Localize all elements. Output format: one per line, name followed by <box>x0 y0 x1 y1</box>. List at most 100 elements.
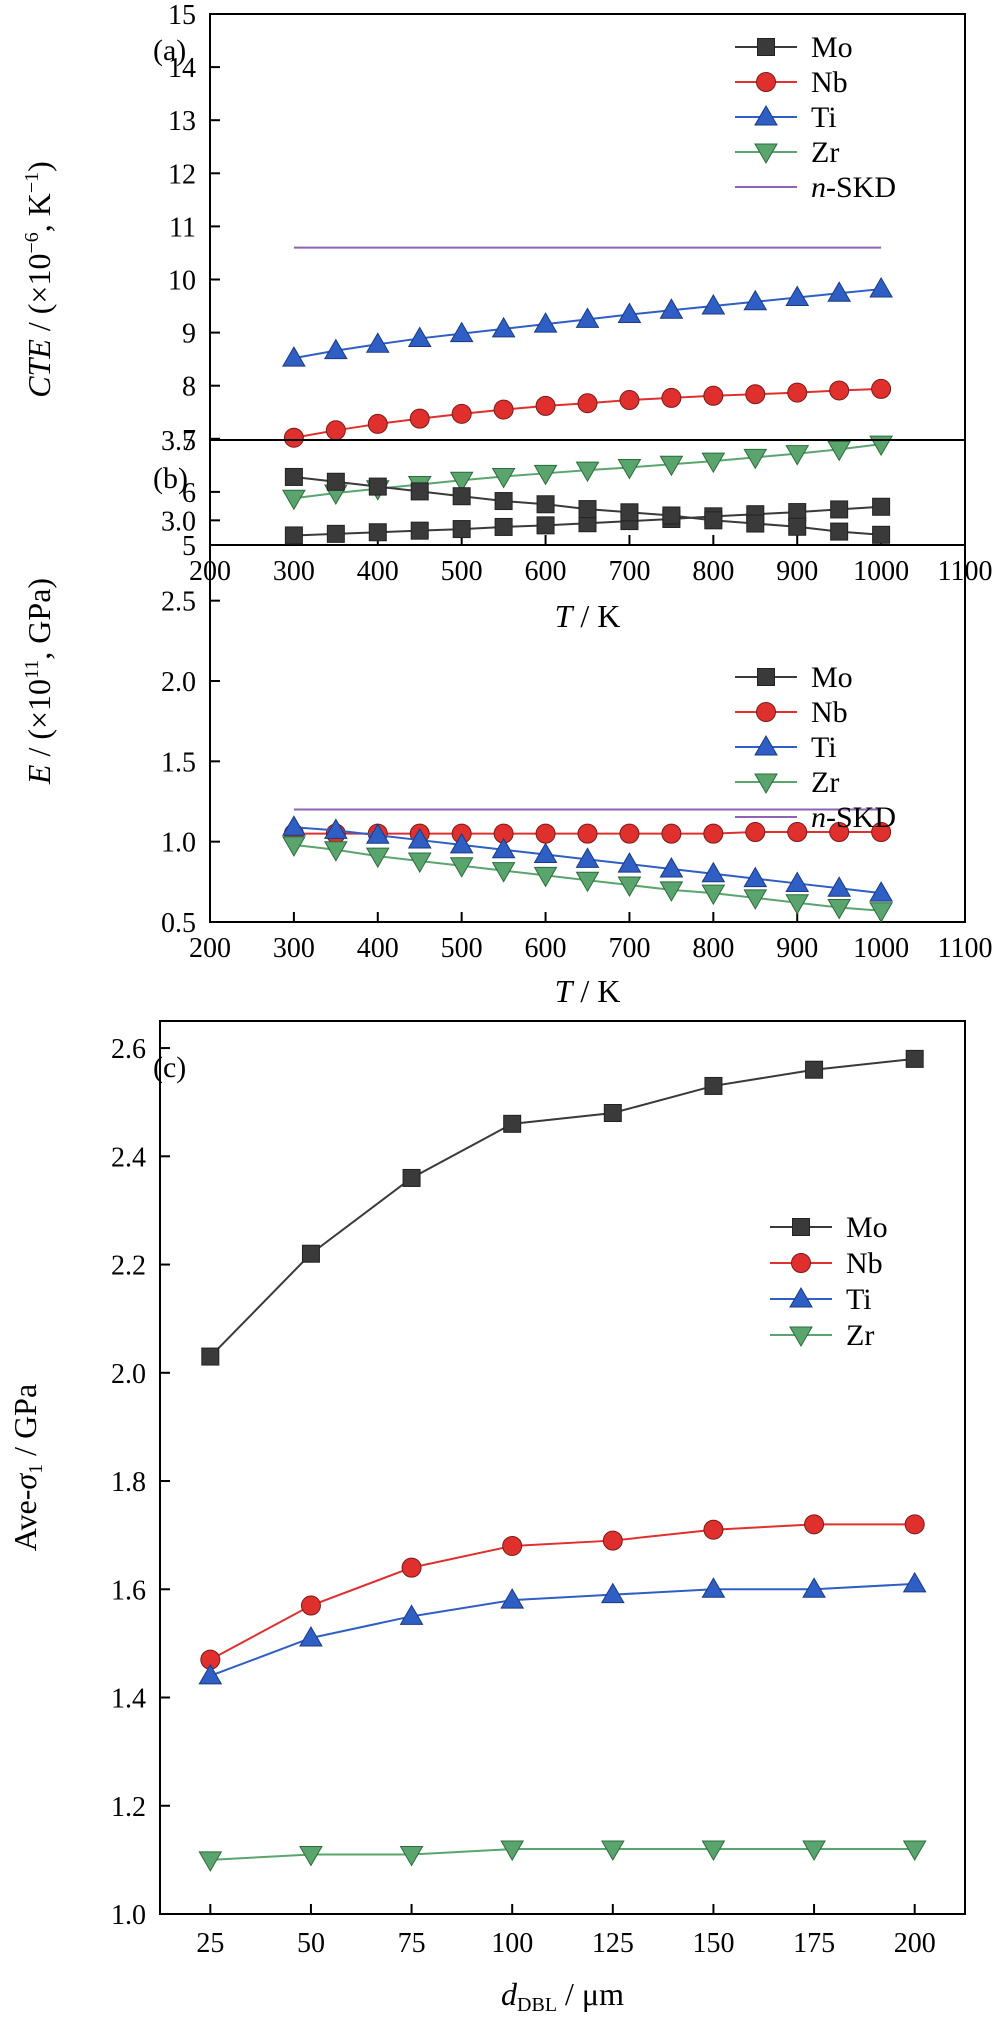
data-point-ti <box>407 828 432 849</box>
data-point-nb <box>325 420 346 441</box>
data-point-nb <box>367 413 388 434</box>
legend-marker-nb <box>756 702 776 722</box>
data-point-ti <box>701 1577 726 1598</box>
legend-label-zr: Zr <box>846 1319 874 1352</box>
y-tick-label: 1.0 <box>161 828 196 859</box>
data-point-ti <box>399 1604 424 1625</box>
data-point-zr <box>407 852 432 873</box>
data-point-mo <box>452 520 471 539</box>
data-point-ti <box>701 294 726 315</box>
x-tick-label: 400 <box>357 933 399 964</box>
data-point-ti <box>600 1582 625 1604</box>
data-point-nb <box>283 427 304 448</box>
data-point-mo <box>284 467 303 486</box>
x-tick-label: 500 <box>441 933 483 964</box>
series-line-zr <box>210 1848 915 1861</box>
data-point-zr <box>449 471 474 493</box>
plot-frame <box>159 1020 966 1915</box>
series-line-ti <box>209 1582 915 1677</box>
data-point-mo <box>704 1076 723 1095</box>
y-tick-label: 2.6 <box>111 1034 146 1065</box>
legend-label-zr: Zr <box>811 136 839 169</box>
legend-marker-mo <box>792 1218 810 1236</box>
data-point-ti <box>827 876 852 897</box>
data-point-ti <box>407 326 432 347</box>
y-tick-label: 15 <box>168 0 196 31</box>
y-tick-label: 10 <box>168 266 196 297</box>
data-point-ti <box>491 837 516 859</box>
data-point-nb <box>904 1514 925 1535</box>
data-point-mo <box>603 1104 622 1123</box>
data-point-ti <box>299 1625 323 1647</box>
panel-label: (c) <box>153 1051 186 1084</box>
data-point-mo <box>830 522 849 541</box>
x-tick-label: 800 <box>692 556 734 587</box>
x-tick-label: 700 <box>608 556 650 587</box>
data-point-nb <box>577 393 598 414</box>
y-tick-label: 11 <box>169 212 196 243</box>
data-point-ti <box>659 298 684 319</box>
data-point-mo <box>410 521 429 540</box>
x-tick-label: 300 <box>273 556 315 587</box>
data-point-zr <box>533 464 558 486</box>
legend-marker-ti <box>754 105 778 126</box>
data-point-nb <box>703 385 724 406</box>
y-tick-label: 8 <box>182 372 196 403</box>
legend-marker-ti <box>789 1287 813 1308</box>
data-point-nb <box>745 384 766 405</box>
legend-label-n-skd: n-SKD <box>811 171 896 204</box>
x-tick-label: 200 <box>189 933 231 964</box>
data-point-ti <box>869 277 893 298</box>
x-tick-label: 1000 <box>853 933 909 964</box>
data-point-nb <box>787 382 808 403</box>
data-point-zr <box>701 1840 726 1862</box>
y-axis-title: E / (×1011, GPa) <box>21 578 57 785</box>
y-tick-label: 6 <box>182 478 196 509</box>
data-point-mo <box>536 495 555 514</box>
data-point-mo <box>788 517 807 536</box>
y-tick-label: 2.2 <box>111 1251 146 1282</box>
data-point-mo <box>746 514 765 533</box>
x-tick-label: 150 <box>692 1928 734 1959</box>
legend-marker-zr <box>754 773 778 794</box>
data-point-mo <box>704 511 723 530</box>
data-point-nb <box>829 822 850 843</box>
data-point-mo <box>872 525 891 544</box>
data-point-mo <box>494 492 513 511</box>
data-point-nb <box>829 380 850 401</box>
data-point-ti <box>365 332 390 353</box>
data-point-zr <box>743 448 768 470</box>
panel-label: (a) <box>153 34 186 67</box>
data-point-mo <box>503 1114 522 1133</box>
data-point-zr <box>449 857 474 878</box>
y-axis-title: CTE / (×10−6, K−1) <box>21 161 57 398</box>
series-line-mo <box>209 1057 915 1358</box>
data-point-ti <box>575 847 600 868</box>
data-point-mo <box>830 500 849 519</box>
data-point-nb <box>787 822 808 843</box>
legend-label-mo: Mo <box>811 661 853 694</box>
data-point-ti <box>617 852 642 873</box>
x-tick-label: 800 <box>692 933 734 964</box>
data-point-nb <box>661 823 682 844</box>
data-point-ti <box>869 881 893 902</box>
data-point-zr <box>491 862 516 883</box>
data-point-zr <box>500 1840 525 1862</box>
legend-label-ti: Ti <box>846 1283 872 1316</box>
data-point-zr <box>198 1851 223 1872</box>
data-point-ti <box>902 1571 927 1593</box>
data-point-zr <box>600 1840 625 1862</box>
data-point-zr <box>785 445 810 466</box>
data-point-mo <box>872 497 891 516</box>
data-point-mo <box>662 506 681 525</box>
data-point-ti <box>449 321 474 343</box>
data-point-ti <box>533 312 558 333</box>
legend-marker-mo <box>757 668 775 686</box>
y-tick-label: 14 <box>168 53 196 84</box>
legend-marker-nb <box>756 72 776 92</box>
data-point-ti <box>743 289 768 311</box>
data-point-mo <box>536 516 555 535</box>
data-point-ti <box>659 856 684 878</box>
